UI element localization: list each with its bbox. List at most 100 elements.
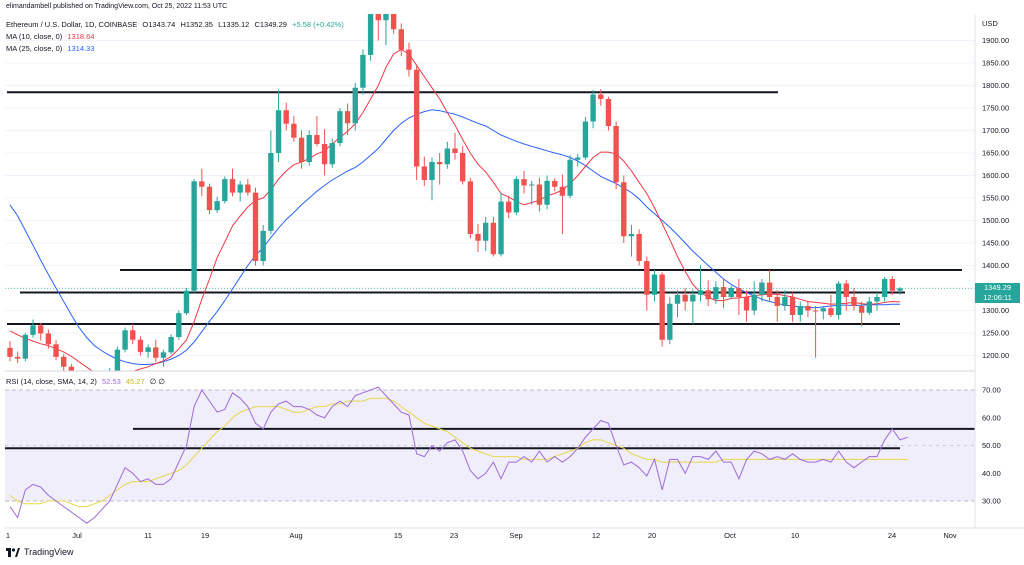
candle-body <box>636 234 642 261</box>
candle <box>206 183 213 215</box>
candle-body <box>720 287 727 297</box>
candle <box>789 292 796 322</box>
rsi-line <box>9 386 908 524</box>
candle <box>590 90 596 129</box>
candle <box>751 281 757 315</box>
candle-body <box>252 192 259 261</box>
candle <box>567 155 573 198</box>
rsi-tick-label: 40.00 <box>982 469 1001 478</box>
candle-body <box>237 184 243 193</box>
candle <box>160 349 167 367</box>
candle <box>14 351 21 364</box>
candle <box>245 179 251 196</box>
candle-body <box>321 144 328 165</box>
candle-body <box>130 330 136 340</box>
candle-body <box>337 111 343 144</box>
candle-body <box>122 330 128 350</box>
candle-body <box>812 310 819 312</box>
candle-body <box>22 334 29 359</box>
publisher-note: elimandambell published on TradingView.c… <box>6 3 228 10</box>
price-tick-label: 1700.00 <box>982 126 1009 135</box>
candle <box>122 327 128 353</box>
horizontal-lines <box>5 91 975 450</box>
candle <box>260 225 266 266</box>
candle <box>406 42 412 77</box>
candle <box>367 14 374 61</box>
candle <box>191 179 197 293</box>
bar-countdown: 12:06:11 <box>983 293 1012 302</box>
candle <box>636 229 642 266</box>
price-axis[interactable]: 1200.001250.001300.001350.001400.001450.… <box>982 36 1009 360</box>
ma25-legend[interactable]: MA (25, close, 0) 1314.33 <box>6 44 95 53</box>
price-tick-label: 1850.00 <box>982 59 1009 68</box>
candle-body <box>222 179 228 202</box>
candle <box>728 285 734 300</box>
candle <box>176 310 182 340</box>
rsi-label: RSI (14, close, SMA, 14, 2) <box>6 377 97 386</box>
candle <box>390 14 397 34</box>
time-tick-label: 12 <box>592 531 600 540</box>
candle <box>644 256 650 311</box>
candle <box>252 187 259 266</box>
candle-body <box>736 288 742 297</box>
tradingview-brand[interactable]: TradingView <box>6 547 74 557</box>
candle <box>383 14 389 45</box>
candle-body <box>398 29 404 50</box>
candle <box>536 177 543 212</box>
candle-body <box>306 135 312 162</box>
price-tick-label: 1900.00 <box>982 36 1009 45</box>
tradingview-label: TradingView <box>24 547 74 557</box>
candle <box>61 354 67 371</box>
candle-body <box>314 135 320 144</box>
candle-body <box>344 111 351 124</box>
candle <box>45 329 52 349</box>
candle-body <box>521 179 527 186</box>
candle <box>68 364 75 371</box>
candle <box>743 290 750 322</box>
time-tick-label: 20 <box>648 531 656 540</box>
symbol-legend[interactable]: Ethereum / U.S. Dollar, 1D, COINBASE O13… <box>6 20 344 29</box>
candle <box>30 319 36 338</box>
candle-body <box>153 347 159 358</box>
price-tick-label: 1450.00 <box>982 239 1009 248</box>
time-tick-label: Sep <box>509 531 522 540</box>
candle-body <box>160 352 167 358</box>
candle-body <box>291 123 297 138</box>
candle <box>467 177 474 239</box>
candle-body <box>774 297 780 306</box>
change-value: +5.58 (+0.42%) <box>292 20 344 29</box>
candles-layer[interactable] <box>5 0 975 400</box>
candle <box>874 292 880 311</box>
candle-body <box>843 283 849 297</box>
ma10-legend[interactable]: MA (10, close, 0) 1318.64 <box>6 32 95 41</box>
candle <box>168 334 174 355</box>
time-tick-label: Aug <box>289 531 302 540</box>
candle-body <box>582 121 589 158</box>
candle <box>774 290 780 322</box>
rsi-legend[interactable]: RSI (14, close, SMA, 14, 2) 52.53 45.27 … <box>6 377 165 386</box>
candle-body <box>659 274 665 340</box>
candle-body <box>199 181 205 187</box>
candle-body <box>229 179 236 193</box>
candle-body <box>797 306 803 315</box>
time-tick-label: Jul <box>72 531 82 540</box>
close-value: C1349.29 <box>254 20 287 29</box>
candle-body <box>137 339 144 352</box>
candle-body <box>183 290 190 314</box>
candle-body <box>828 308 834 315</box>
candle <box>843 279 849 311</box>
candle-body <box>413 69 420 167</box>
candle-body <box>782 297 788 306</box>
candle <box>229 168 236 197</box>
candle-body <box>214 201 220 211</box>
time-axis[interactable]: 1 Jul 11 19 Aug 15 23 Sep 12 20 Oct 10 24 Nov <box>6 531 957 540</box>
candle-body <box>743 297 750 311</box>
time-tick-label: 11 <box>144 531 152 540</box>
candle-body <box>467 181 474 234</box>
candle-body <box>690 294 696 302</box>
candle <box>513 176 520 216</box>
candle <box>444 141 451 169</box>
candle-body <box>897 288 903 291</box>
candle <box>889 276 896 295</box>
